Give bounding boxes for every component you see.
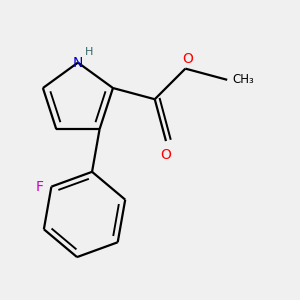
Text: F: F: [35, 180, 43, 194]
Text: O: O: [160, 148, 171, 162]
Text: N: N: [73, 56, 83, 70]
Text: O: O: [183, 52, 194, 66]
Text: H: H: [85, 46, 93, 57]
Text: CH₃: CH₃: [233, 73, 254, 86]
